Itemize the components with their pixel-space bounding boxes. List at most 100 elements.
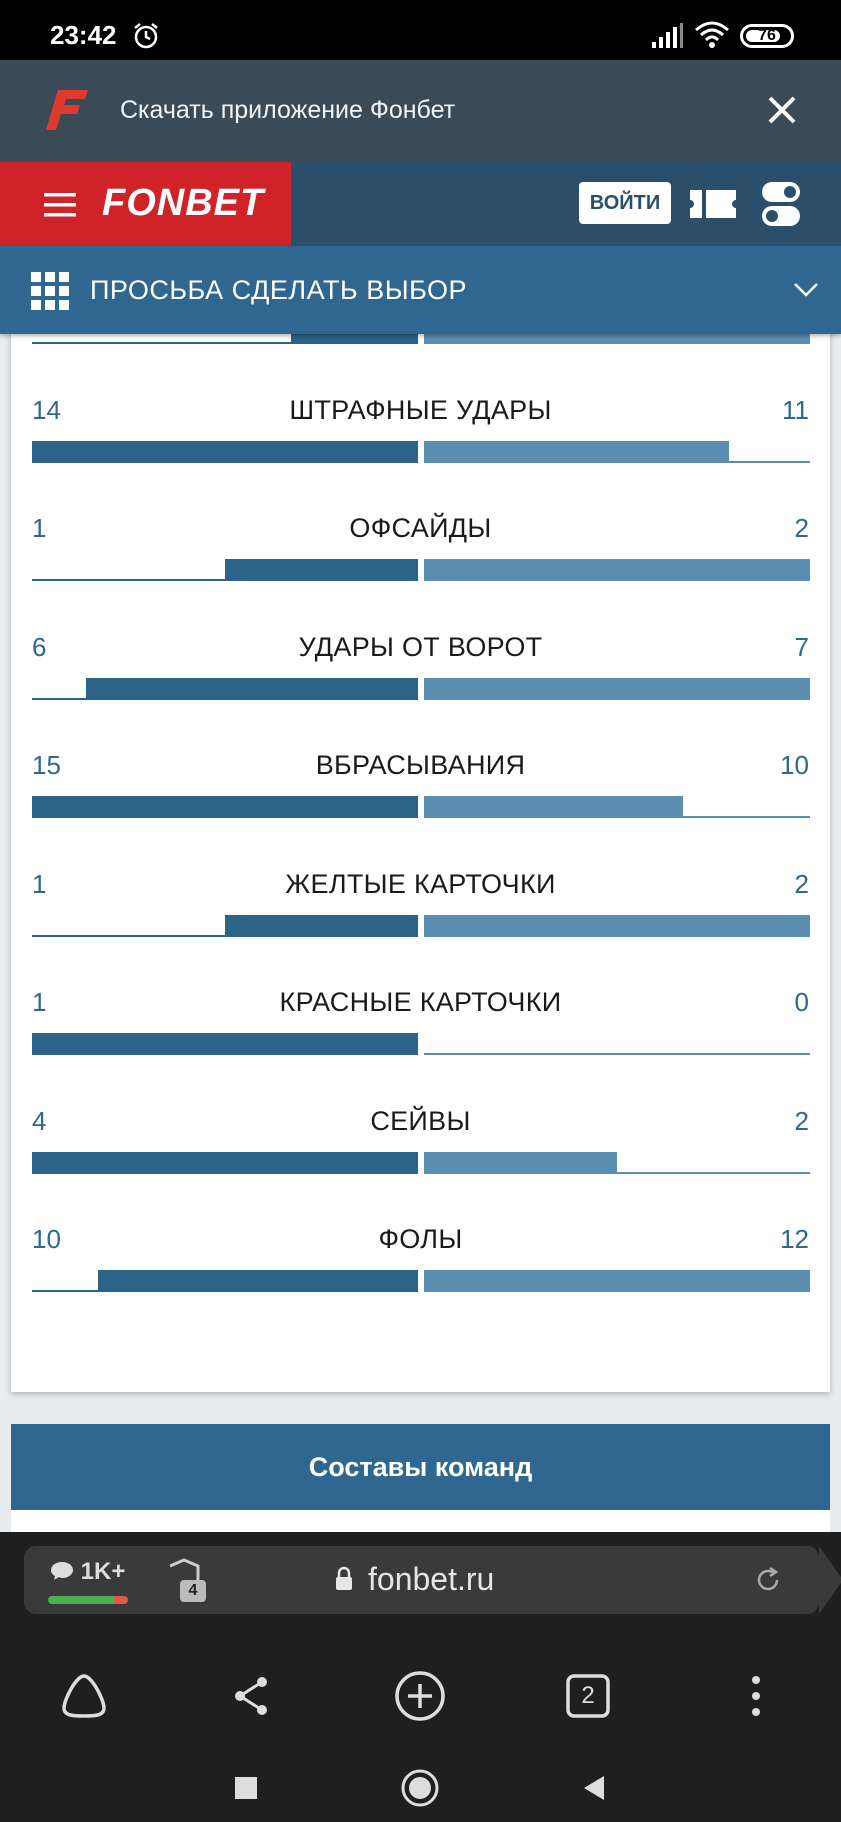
login-button[interactable]: ВОЙТИ — [579, 182, 671, 224]
stat-home-value: 1 — [32, 868, 47, 899]
comments-count: 1K+ — [80, 1558, 126, 1585]
stat-home-bar-fill — [86, 677, 418, 700]
stat-title: ЖЕЛТЫЕ КАРТОЧКИ — [285, 868, 556, 899]
stat-home-bar — [32, 1270, 418, 1292]
comments-rating-bar — [48, 1596, 128, 1604]
bet-slip-icon[interactable] — [686, 184, 740, 224]
comment-icon — [51, 1562, 73, 1580]
stat-home-value: 1 — [32, 987, 47, 1017]
stat-home-value: 10 — [32, 1224, 61, 1254]
stat-home-bar — [32, 796, 418, 818]
stat-row: 4 СЕЙВЫ 2 — [11, 1106, 830, 1224]
stat-home-bar — [32, 1151, 418, 1174]
lock-icon — [336, 1566, 352, 1590]
stat-away-bar-fill — [424, 1151, 617, 1174]
menu-icon[interactable] — [44, 192, 76, 218]
stat-away-value: 2 — [794, 868, 809, 899]
stat-home-bar — [32, 440, 418, 463]
url-text[interactable]: fonbet.ru — [368, 1561, 495, 1597]
back-icon[interactable] — [574, 1768, 614, 1808]
stat-home-bar-fill — [97, 1270, 418, 1292]
lineups-button[interactable]: Составы команд — [11, 1424, 830, 1510]
settings-toggle-icon[interactable] — [760, 180, 802, 228]
reload-icon[interactable] — [754, 1566, 782, 1594]
browser-toolbar: 2 — [0, 1652, 841, 1732]
stat-home-value: 1 — [32, 513, 47, 543]
stat-row: 15 ВБРАСЫВАНИЯ 10 — [11, 750, 830, 868]
stat-home-value: 14 — [32, 394, 61, 425]
status-time: 23:42 — [50, 20, 117, 50]
stat-away-bar — [424, 796, 810, 818]
stat-away-bar — [424, 914, 810, 937]
blocked-count-badge: 4 — [180, 1580, 206, 1602]
tabs-icon — [566, 1674, 610, 1718]
signal-icon — [652, 23, 683, 48]
brand-logo[interactable]: FONBET — [102, 182, 265, 224]
stat-home-value: 6 — [32, 631, 47, 662]
tabs-button[interactable]: 2 — [562, 1670, 614, 1722]
stat-away-value: 7 — [794, 631, 809, 662]
stat-away-bar — [424, 1270, 810, 1292]
close-icon[interactable] — [762, 90, 802, 130]
stat-home-value: 4 — [32, 1105, 47, 1136]
new-tab-icon[interactable] — [394, 1670, 446, 1722]
stat-title: ШТРАФНЫЕ УДАРЫ — [289, 394, 552, 425]
grid-icon — [31, 272, 69, 310]
stat-away-bar — [424, 1151, 810, 1174]
more-menu-icon[interactable] — [730, 1670, 782, 1722]
stat-home-bar — [32, 1033, 418, 1055]
stat-away-bar-fill — [424, 559, 810, 581]
stat-away-value: 0 — [794, 987, 809, 1017]
stat-home-bar-fill — [32, 1151, 418, 1174]
stat-row: 10 ФОЛЫ 12 — [11, 1224, 830, 1342]
browser-chrome: 1K+ 4 fonbet.ru — [0, 1532, 841, 1822]
tabs-count: 2 — [581, 1682, 595, 1709]
stat-away-bar-fill — [424, 677, 810, 700]
stat-title: КРАСНЫЕ КАРТОЧКИ — [279, 987, 562, 1017]
battery-icon: 76 — [740, 24, 794, 48]
stat-away-value: 2 — [794, 513, 809, 543]
chevron-down-icon[interactable] — [793, 282, 819, 298]
home-icon[interactable] — [400, 1768, 440, 1808]
comments-badge[interactable]: 1K+ — [50, 1558, 125, 1586]
stat-home-bar-fill — [32, 440, 418, 463]
share-icon[interactable] — [226, 1670, 278, 1722]
stat-away-value: 2 — [794, 1105, 809, 1136]
fonbet-logo-icon — [46, 90, 88, 130]
system-nav-bar — [0, 1762, 841, 1822]
battery-level: 76 — [758, 27, 776, 44]
stat-away-bar-fill — [424, 914, 810, 937]
stat-away-bar — [424, 677, 810, 700]
status-bar: 23:42 76 — [0, 0, 841, 60]
stat-title: ВБРАСЫВАНИЯ — [315, 750, 526, 780]
stat-home-bar-fill — [225, 914, 418, 937]
event-selector[interactable]: ПРОСЬБА СДЕЛАТЬ ВЫБОР — [0, 246, 841, 334]
recents-icon[interactable] — [226, 1768, 266, 1808]
stat-away-value: 11 — [782, 394, 809, 425]
stat-row: 1 ЖЕЛТЫЕ КАРТОЧКИ 2 — [11, 869, 830, 987]
brand-block: FONBET — [0, 162, 291, 246]
stat-away-bar — [424, 440, 810, 463]
stat-away-value: 10 — [780, 750, 809, 780]
address-bar[interactable]: 1K+ 4 fonbet.ru — [24, 1546, 841, 1614]
stat-away-value: 12 — [780, 1224, 809, 1254]
stat-title: СЕЙВЫ — [370, 1105, 471, 1136]
selector-label: ПРОСЬБА СДЕЛАТЬ ВЫБОР — [90, 275, 468, 305]
alarm-icon — [134, 23, 158, 49]
stat-row: 1 КРАСНЫЕ КАРТОЧКИ 0 — [11, 987, 830, 1105]
stat-title: ФОЛЫ — [378, 1224, 463, 1254]
app-download-banner[interactable]: Скачать приложение Фонбет — [0, 60, 841, 162]
stat-home-bar-fill — [32, 796, 418, 818]
main-header: FONBET ВОЙТИ — [0, 162, 841, 246]
stat-title: ОФСАЙДЫ — [349, 513, 492, 543]
stat-home-bar — [32, 559, 418, 581]
stat-away-bar-fill — [424, 796, 683, 818]
stat-away-bar — [424, 559, 810, 581]
alice-icon[interactable] — [58, 1670, 110, 1722]
stat-home-bar — [32, 677, 418, 700]
stat-title: УДАРЫ ОТ ВОРОТ — [298, 631, 543, 662]
stat-away-bar-fill — [424, 1270, 810, 1292]
stat-row: 14 ШТРАФНЫЕ УДАРЫ 11 — [11, 395, 830, 513]
stat-row: 1 ОФСАЙДЫ 2 — [11, 513, 830, 631]
lineups-content — [11, 1510, 830, 1534]
